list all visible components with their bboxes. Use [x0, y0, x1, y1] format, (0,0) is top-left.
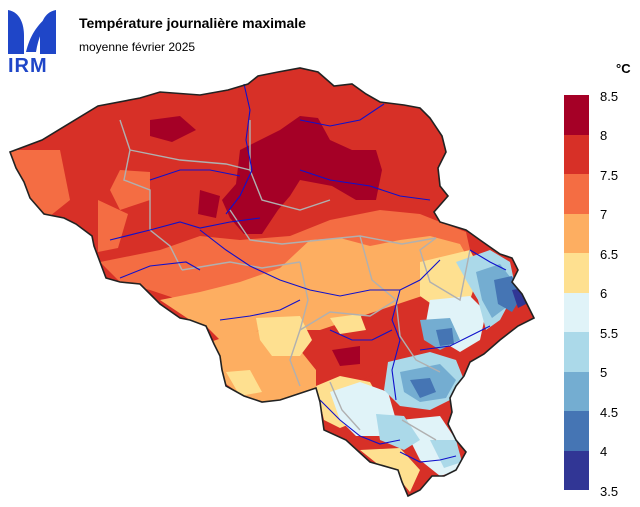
legend-tick: 4.5 — [600, 405, 619, 420]
legend-swatch — [564, 332, 589, 372]
irm-logo: IRM — [6, 6, 58, 77]
legend-swatch — [564, 174, 589, 214]
legend-tick: 6.5 — [600, 247, 619, 262]
logo-text: IRM — [8, 55, 48, 77]
map-title: Température journalière maximale — [79, 15, 306, 31]
legend-tick: 5.5 — [600, 326, 619, 341]
legend-tick: 8 — [600, 128, 608, 143]
legend-tick: 5 — [600, 365, 608, 380]
color-legend: °C 8.5 8 7.5 7 6.5 6 5.5 5 4.5 4 3.5 — [540, 55, 640, 505]
legend-swatch — [564, 411, 589, 451]
legend-tick: 6 — [600, 286, 608, 301]
legend-tick: 3.5 — [600, 484, 619, 499]
legend-tick: 8.5 — [600, 89, 619, 104]
legend-swatch — [564, 450, 589, 490]
legend-tick: 7 — [600, 207, 608, 222]
irm-logo-mark — [8, 10, 56, 54]
legend-tick: 7.5 — [600, 168, 619, 183]
legend-tick: 4 — [600, 444, 608, 459]
legend-swatch — [564, 213, 589, 253]
legend-swatch — [564, 371, 589, 411]
legend-swatch — [564, 95, 589, 135]
temperature-field — [10, 68, 534, 496]
map-subtitle: moyenne février 2025 — [79, 40, 196, 54]
province-boundaries — [119, 119, 471, 441]
legend-swatch — [564, 292, 589, 332]
legend-swatch — [564, 134, 589, 174]
temperature-map — [9, 67, 535, 497]
legend-unit: °C — [616, 61, 631, 76]
rivers — [109, 83, 507, 463]
legend-swatch — [564, 253, 589, 293]
